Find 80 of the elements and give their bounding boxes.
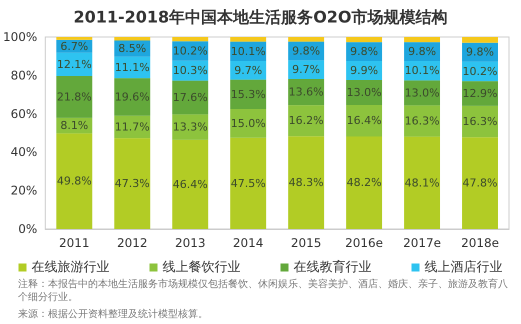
bar [404,136,440,229]
data-label: 13.0% [346,86,382,99]
data-label: 48.3% [288,176,324,190]
x-tick-label: 2013 [174,236,206,250]
y-tick-label: 60% [10,106,38,121]
bar [172,37,208,42]
x-tick-label: 2016e [345,236,384,250]
data-label: 17.6% [172,90,208,104]
x-tick-label: 2014 [232,236,264,250]
data-label: 6.7% [60,40,88,53]
bar [404,37,440,42]
bar [230,138,266,229]
legend-label: 在线教育行业 [294,259,372,275]
bar [346,136,382,229]
data-label: 46.4% [172,178,208,191]
y-tick-label: 80% [10,68,38,82]
data-label: 9.7% [234,64,262,77]
y-tick-label: 40% [10,145,38,160]
data-label: 9.7% [292,63,320,76]
y-tick-label: 20% [10,184,38,198]
data-label: 16.3% [404,114,440,128]
bar [346,37,382,42]
data-label: 9.9% [350,64,378,78]
bar [288,37,324,42]
data-label: 47.8% [462,176,498,190]
bar [462,37,498,43]
data-label: 13.0% [404,86,440,100]
data-label: 11.7% [114,120,150,134]
data-label: 10.1% [404,64,440,78]
data-label: 12.9% [462,87,498,100]
data-label: 8.1% [60,119,88,132]
data-label: 21.8% [56,90,92,104]
data-label: 10.3% [172,64,208,78]
data-label: 48.1% [404,176,440,190]
x-tick-label: 2012 [116,236,148,250]
bar [288,105,324,136]
bar [56,37,92,40]
data-label: 9.8% [466,46,494,59]
legend-label: 线上餐饮行业 [162,260,240,275]
data-label: 16.3% [462,115,498,128]
bar [114,37,150,40]
data-label: 9.8% [292,44,320,58]
y-tick-label: 100% [2,30,38,44]
data-label: 15.0% [230,116,266,130]
data-label: 10.2% [462,64,498,78]
bar [172,140,208,229]
data-label: 10.1% [230,44,266,58]
bar [172,80,208,114]
bar [230,37,266,42]
source-note: 来源：根据公开资料整理及统计模型核算。 [18,308,208,320]
data-label: 13.3% [172,120,208,134]
legend-label: 线上酒店行业 [424,259,502,275]
data-label: 9.8% [408,45,436,58]
x-tick-label: 2011 [59,236,90,250]
data-label: 13.6% [288,86,324,99]
data-label: 16.2% [288,114,324,128]
bar [56,76,92,118]
text: 注释：本报告中的本地生活服务市场规模仅包括餐饮、休闲娱乐、美容美护、酒店、婚庆、亲子、旅游及教育八个细分行业。 [18,278,508,303]
bar [114,138,150,229]
data-label: 12.1% [56,58,92,71]
bar [56,133,92,229]
data-label: 11.1% [114,60,150,74]
data-label: 48.2% [346,176,382,190]
x-tick-label: 2018e [461,236,499,250]
x-tick-label: 2015 [290,236,322,250]
data-label: 47.5% [230,176,266,190]
data-label: 49.8% [56,174,92,188]
bar [462,137,498,229]
x-tick-label: 2017e [403,236,442,250]
data-label: 10.2% [172,44,208,58]
data-label: 8.5% [118,42,146,56]
data-label: 16.4% [346,114,382,128]
data-label: 9.8% [350,45,378,58]
y-tick-label: 0% [18,222,38,236]
data-label: 19.6% [114,90,150,104]
data-label: 15.3% [230,88,266,101]
data-label: 47.3% [114,177,150,190]
bar [288,136,324,229]
legend-label: 在线旅游行业 [32,260,110,275]
chart-title: 2011-2018年中国本地生活服务O2O市场规模结构 [73,8,448,26]
